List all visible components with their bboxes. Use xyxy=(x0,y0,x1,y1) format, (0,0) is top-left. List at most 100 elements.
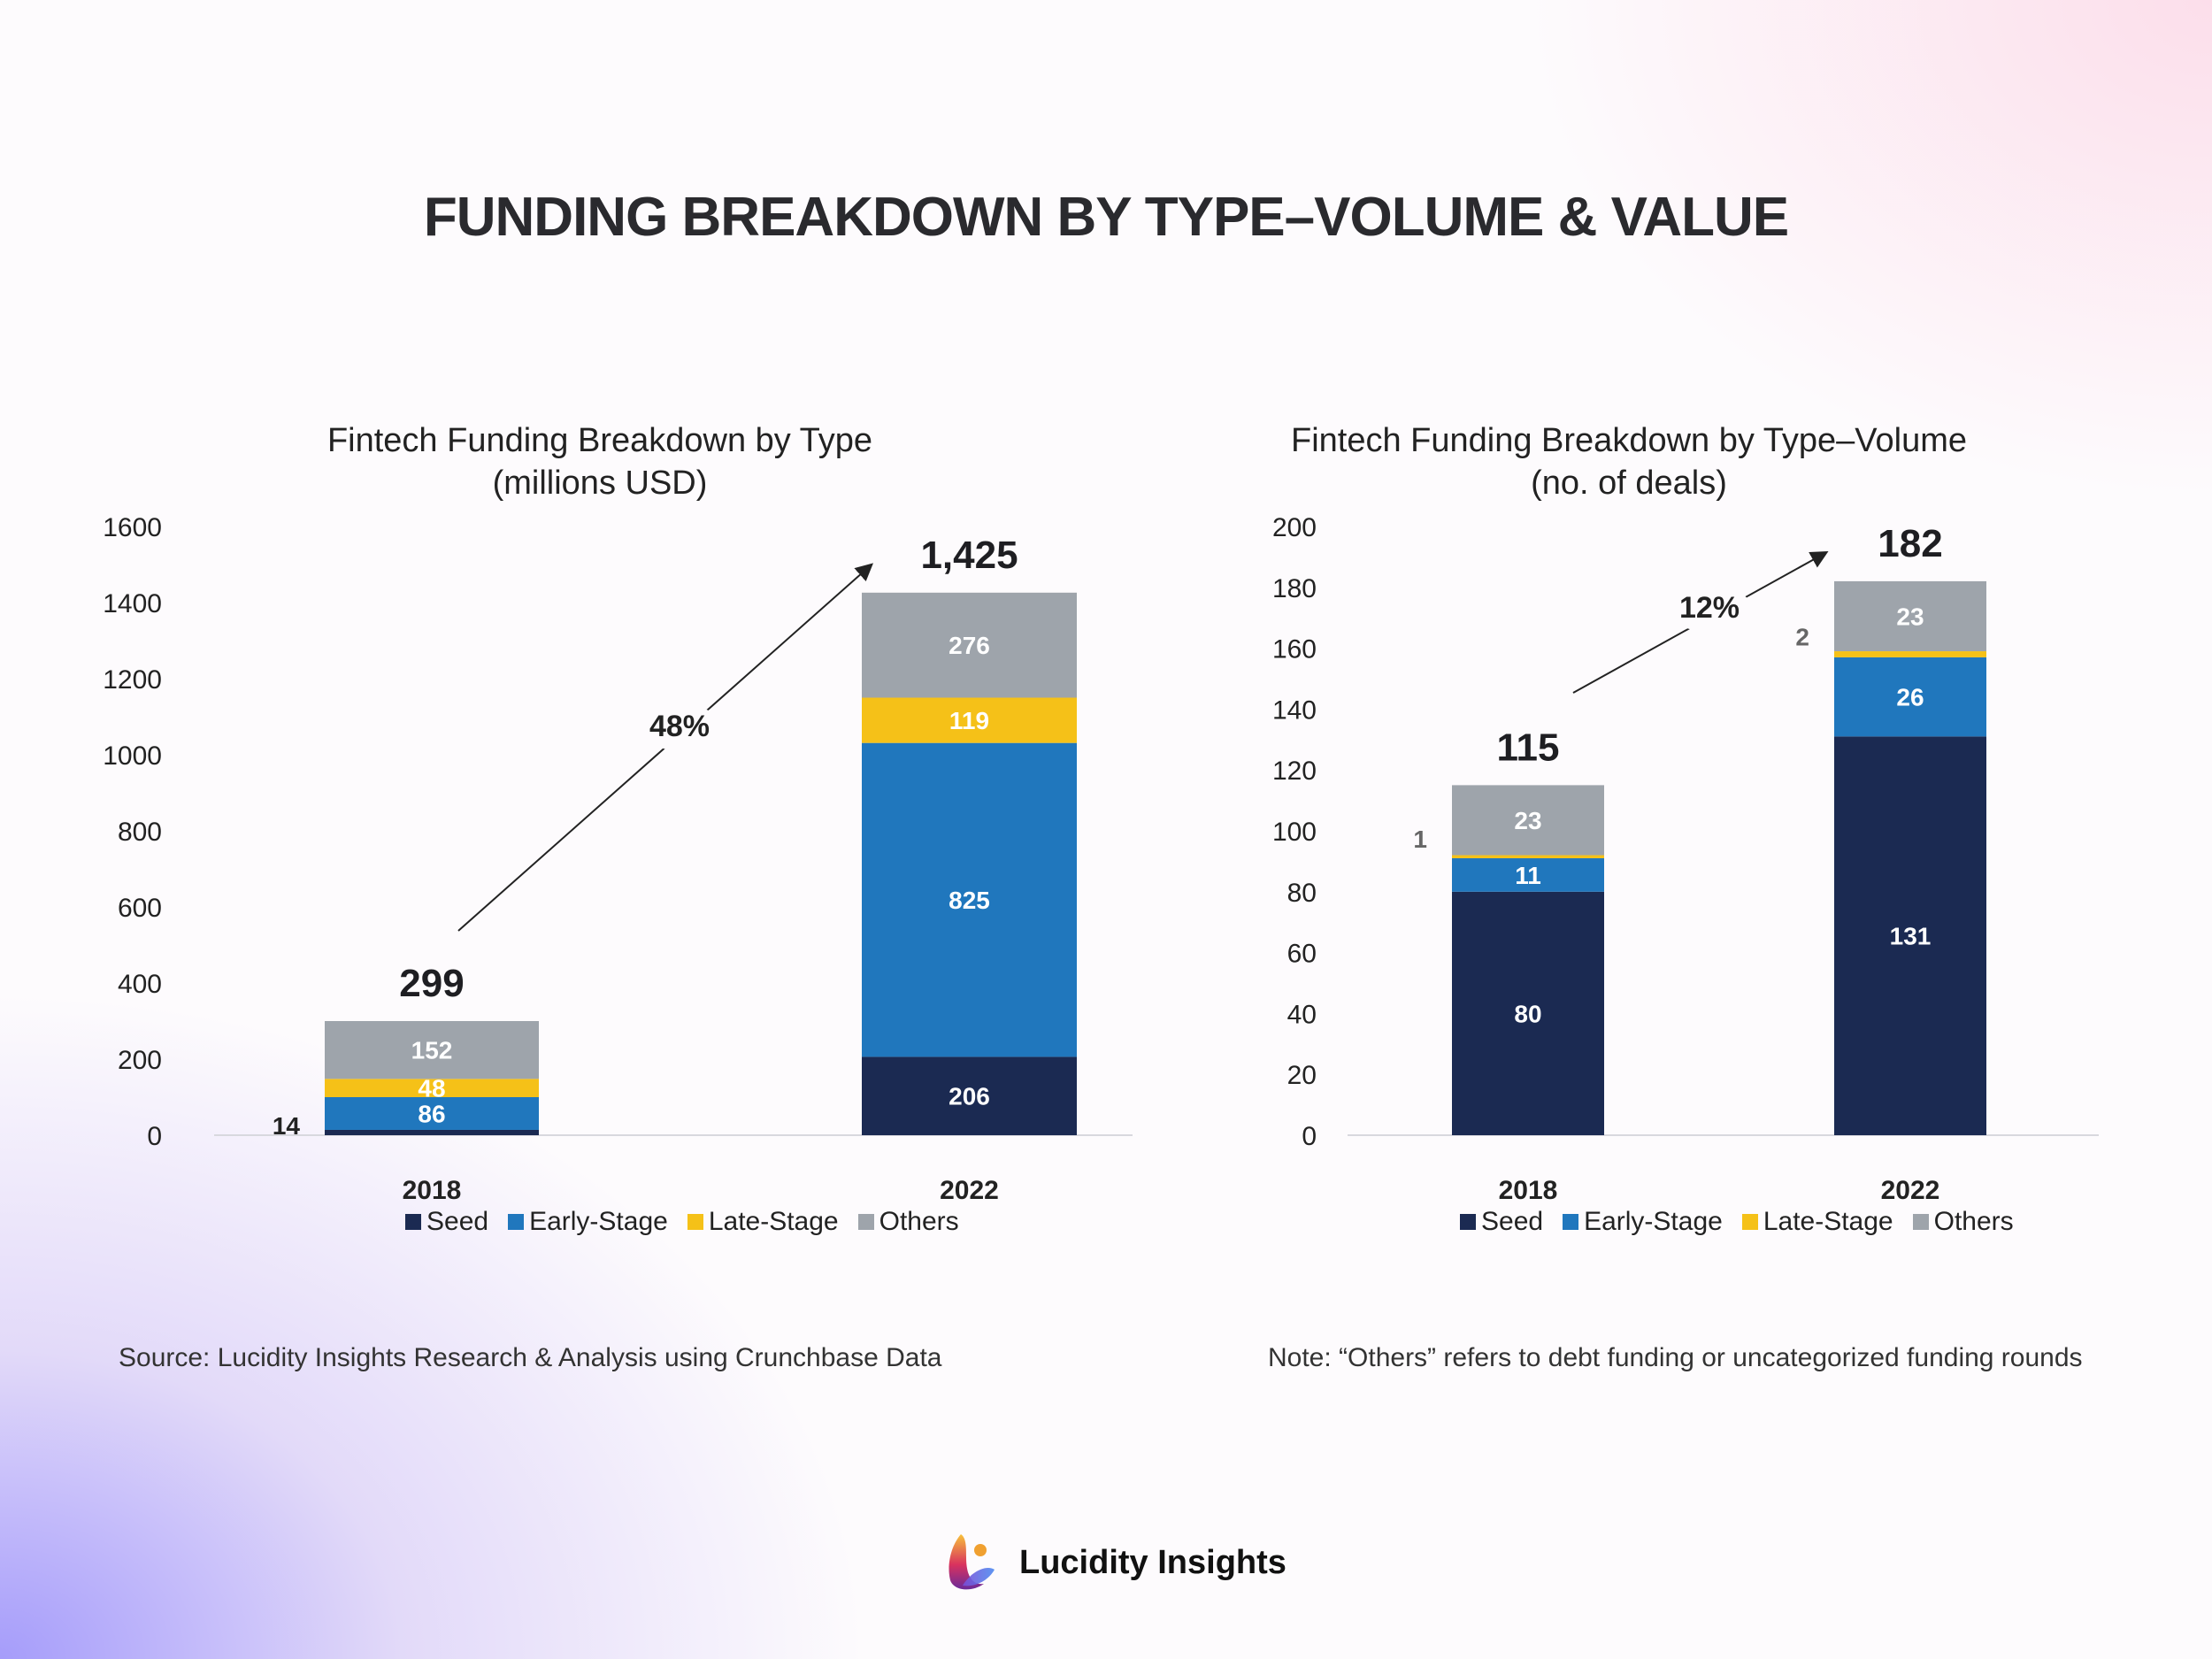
logo: Lucidity Insights xyxy=(945,1531,1286,1594)
bar-segment-seed xyxy=(862,1056,1077,1135)
y-tick-label: 180 xyxy=(1272,574,1317,603)
y-tick-label: 140 xyxy=(1272,695,1317,725)
y-tick-label: 1200 xyxy=(103,665,162,695)
legend-item-seed: Seed xyxy=(405,1207,488,1237)
legend-swatch xyxy=(1460,1214,1476,1230)
data-label: 23 xyxy=(1514,807,1541,834)
bar-segment-others xyxy=(1452,785,1604,856)
legend-item-late-stage: Late-Stage xyxy=(1741,1207,1893,1237)
total-label: 182 xyxy=(1878,522,1942,565)
y-tick-label: 0 xyxy=(147,1122,162,1151)
y-tick-label: 160 xyxy=(1272,635,1317,664)
logo-text: Lucidity Insights xyxy=(1019,1543,1286,1581)
y-tick-label: 400 xyxy=(118,970,162,999)
data-label: 152 xyxy=(411,1037,453,1064)
data-label-outside: 14 xyxy=(273,1112,301,1140)
legend-swatch xyxy=(508,1214,525,1230)
bar-segment-seed xyxy=(1834,736,1986,1135)
legend-label: Late-Stage xyxy=(1763,1207,1893,1236)
logo-icon xyxy=(949,1534,995,1590)
legend-item-others: Others xyxy=(1912,1207,2014,1237)
y-tick-label: 20 xyxy=(1287,1061,1317,1090)
data-label: 48 xyxy=(418,1075,445,1102)
y-tick-label: 200 xyxy=(118,1046,162,1075)
bar-segment-late-stage xyxy=(325,1079,539,1097)
total-label: 115 xyxy=(1497,726,1560,769)
legend-item-seed: Seed xyxy=(1460,1207,1543,1237)
legend-volume-chart: Seed Early-Stage Late-Stage Others xyxy=(1460,1207,2014,1237)
chart-title: Fintech Funding Breakdown by Type xyxy=(326,422,873,459)
bar-segment-early-stage xyxy=(862,742,1077,1057)
bar-segment-early-stage xyxy=(325,1097,539,1130)
data-label: 131 xyxy=(1890,923,1932,950)
chart-title-value: Fintech Funding Breakdown by Type (milli… xyxy=(202,419,998,504)
chart-subtitle: (millions USD) xyxy=(492,465,708,502)
bar-segment-late-stage xyxy=(1452,855,1604,858)
data-label: 206 xyxy=(949,1083,990,1110)
legend-item-late-stage: Late-Stage xyxy=(687,1207,839,1237)
x-tick-label: 2022 xyxy=(940,1176,999,1205)
bar-segment-seed xyxy=(325,1129,539,1135)
data-label-outside: 1 xyxy=(1413,826,1427,853)
y-tick-label: 0 xyxy=(1302,1122,1317,1151)
data-label: 26 xyxy=(1896,684,1924,711)
data-label-outside: 2 xyxy=(1795,623,1809,650)
data-label: 23 xyxy=(1896,603,1924,630)
y-tick-label: 1400 xyxy=(103,589,162,618)
bar-segment-early-stage xyxy=(1452,857,1604,892)
y-tick-label: 200 xyxy=(1272,513,1317,542)
growth-label-bg xyxy=(1667,586,1752,632)
footnote: Note: “Others” refers to debt funding or… xyxy=(1268,1343,2083,1372)
bar-segment-late-stage xyxy=(1834,651,1986,657)
data-label: 825 xyxy=(949,887,990,914)
data-label: 11 xyxy=(1515,862,1541,889)
legend-item-early-stage: Early-Stage xyxy=(508,1207,668,1237)
bar-segment-seed xyxy=(1452,891,1604,1135)
legend-label: Seed xyxy=(426,1207,489,1236)
x-tick-label: 2018 xyxy=(403,1176,462,1205)
y-tick-label: 120 xyxy=(1272,757,1317,786)
growth-label: 48% xyxy=(649,710,710,743)
y-tick-label: 60 xyxy=(1287,940,1317,969)
y-tick-label: 600 xyxy=(118,894,162,923)
legend-label: Early-Stage xyxy=(529,1207,668,1236)
y-tick-label: 80 xyxy=(1287,879,1317,908)
bar-segment-early-stage xyxy=(1834,657,1986,737)
data-label: 276 xyxy=(949,632,990,659)
total-label: 299 xyxy=(399,962,464,1005)
chart-title: Fintech Funding Breakdown by Type–Volume xyxy=(1291,422,1967,459)
legend-swatch xyxy=(857,1214,874,1230)
y-tick-label: 100 xyxy=(1272,818,1317,847)
data-label: 119 xyxy=(949,707,989,734)
legend-swatch xyxy=(687,1214,703,1230)
legend-value-chart: Seed Early-Stage Late-Stage Others xyxy=(405,1207,959,1237)
chart-title-volume: Fintech Funding Breakdown by Type–Volume… xyxy=(1231,419,2027,504)
legend-swatch xyxy=(1912,1214,1929,1230)
x-tick-label: 2022 xyxy=(1881,1176,1940,1205)
legend-label: Others xyxy=(1933,1207,2014,1236)
y-tick-label: 1600 xyxy=(103,513,162,542)
legend-label: Early-Stage xyxy=(1584,1207,1723,1236)
legend-swatch xyxy=(1563,1214,1579,1230)
page-title: FUNDING BREAKDOWN BY TYPE–VOLUME & VALUE xyxy=(423,187,1789,248)
y-tick-label: 1000 xyxy=(103,741,162,771)
legend-item-others: Others xyxy=(857,1207,959,1237)
legend-label: Others xyxy=(879,1207,959,1236)
chart-subtitle: (no. of deals) xyxy=(1531,465,1727,502)
source-note: Source: Lucidity Insights Research & Ana… xyxy=(119,1343,942,1372)
legend-swatch xyxy=(405,1214,421,1230)
total-label: 1,425 xyxy=(920,534,1018,577)
growth-label: 12% xyxy=(1679,591,1740,625)
legend-swatch xyxy=(1741,1214,1758,1230)
bar-segment-others xyxy=(1834,580,1986,652)
x-tick-label: 2018 xyxy=(1499,1176,1558,1205)
data-label: 80 xyxy=(1514,1000,1541,1027)
legend-label: Late-Stage xyxy=(708,1207,839,1236)
legend-label: Seed xyxy=(1481,1207,1544,1236)
y-tick-label: 40 xyxy=(1287,1000,1317,1029)
bar-segment-others xyxy=(325,1021,539,1079)
bar-segment-others xyxy=(862,592,1077,698)
bar-segment-late-stage xyxy=(862,697,1077,743)
data-label: 86 xyxy=(418,1100,445,1127)
